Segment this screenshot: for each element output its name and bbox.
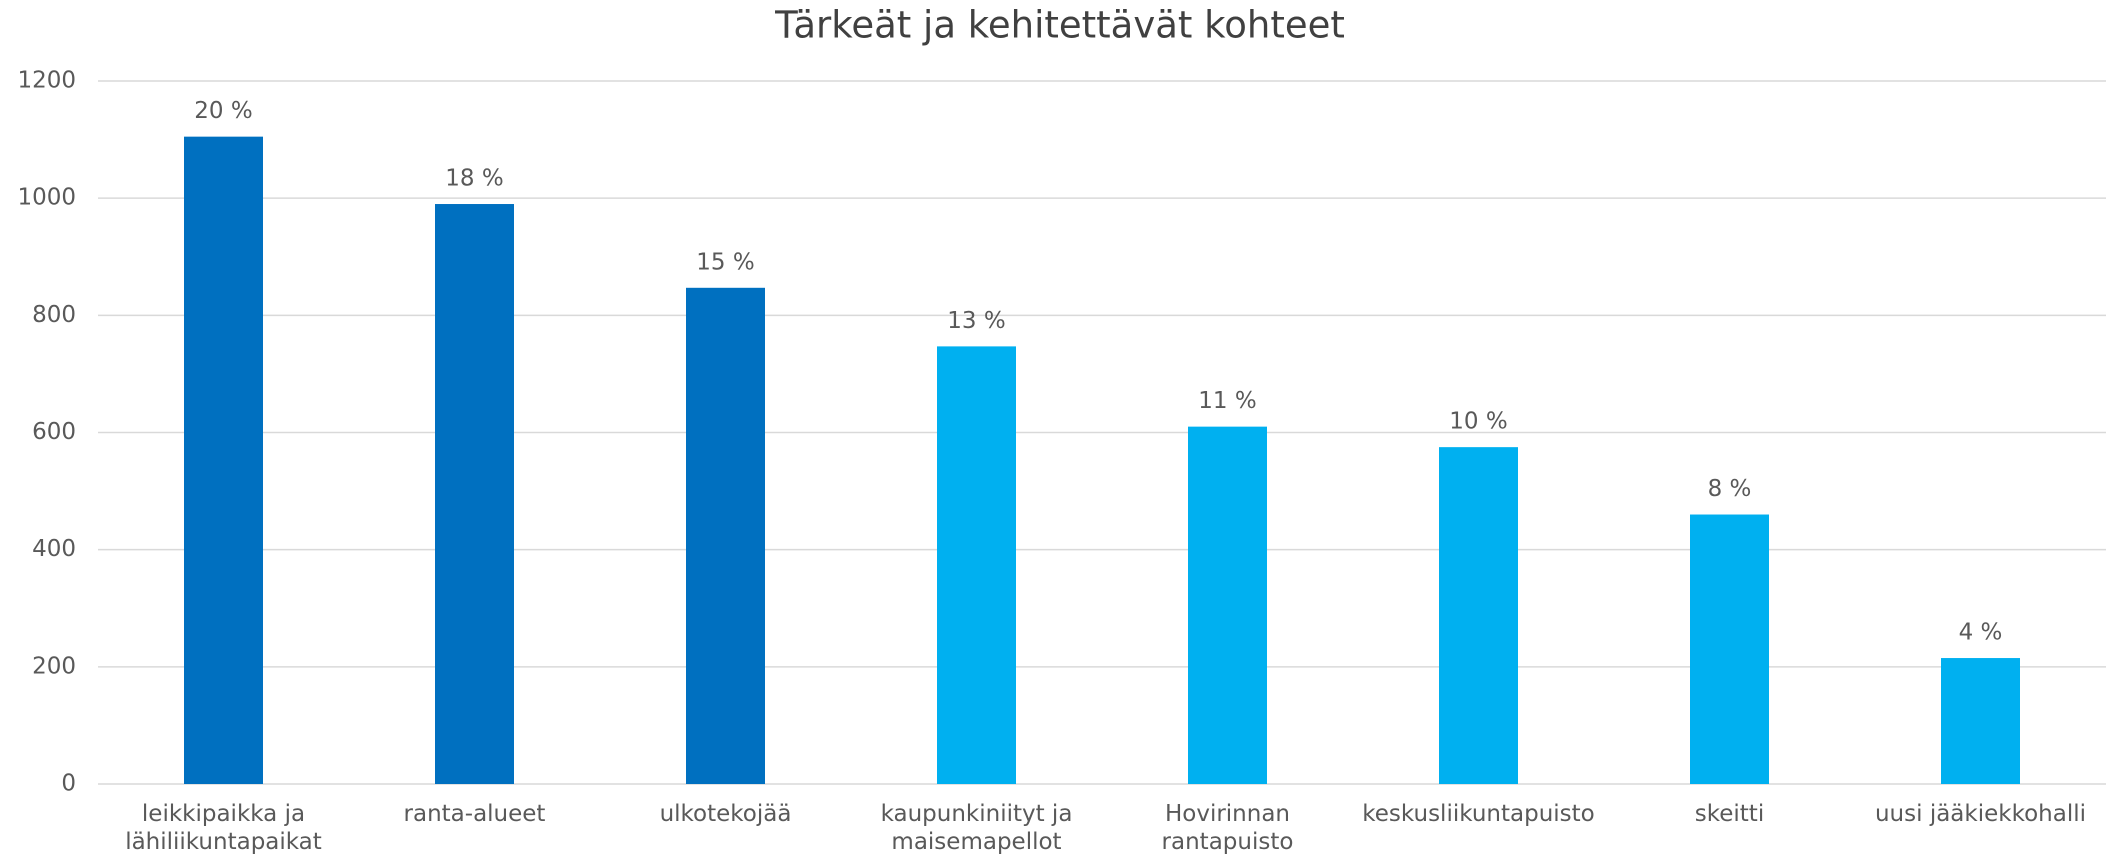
bar <box>1188 426 1267 784</box>
bar <box>686 287 765 784</box>
y-tick-label: 800 <box>32 302 76 328</box>
y-tick-label: 200 <box>32 653 76 679</box>
bar <box>435 204 514 784</box>
x-tick-label: keskusliikuntapuisto <box>1362 801 1595 827</box>
y-tick-label: 600 <box>32 419 76 445</box>
data-label: 13 % <box>947 308 1005 334</box>
bar <box>184 136 263 784</box>
x-tick-label: kaupunkiniityt ja maisemapellot <box>880 801 1073 855</box>
bar <box>1690 514 1769 784</box>
chart-title: Tärkeät ja kehitettävät kohteet <box>774 4 1345 47</box>
bar <box>1439 447 1518 784</box>
data-label: 11 % <box>1198 388 1256 414</box>
y-tick-label: 400 <box>32 536 76 562</box>
x-tick-label: ranta-alueet <box>403 801 546 827</box>
x-tick-label: leikkipaikka ja lähiliikuntapaikat <box>125 801 322 855</box>
bar <box>937 346 1016 784</box>
x-tick-label: ulkotekojää <box>659 801 792 827</box>
x-tick-label: uusi jääkiekkohalli <box>1874 801 2086 827</box>
data-label: 15 % <box>696 249 754 275</box>
data-label: 20 % <box>194 98 252 124</box>
data-label: 18 % <box>445 166 503 192</box>
data-label: 4 % <box>1959 620 2003 646</box>
data-label: 10 % <box>1449 409 1507 435</box>
x-tick-label: skeitti <box>1694 801 1765 827</box>
y-tick-label: 0 <box>61 771 76 797</box>
y-tick-label: 1000 <box>17 185 76 211</box>
bar <box>1941 658 2020 784</box>
y-tick-label: 1200 <box>17 68 76 94</box>
x-tick-label: Hovirinnan rantapuisto <box>1161 801 1294 855</box>
data-label: 8 % <box>1708 476 1752 502</box>
